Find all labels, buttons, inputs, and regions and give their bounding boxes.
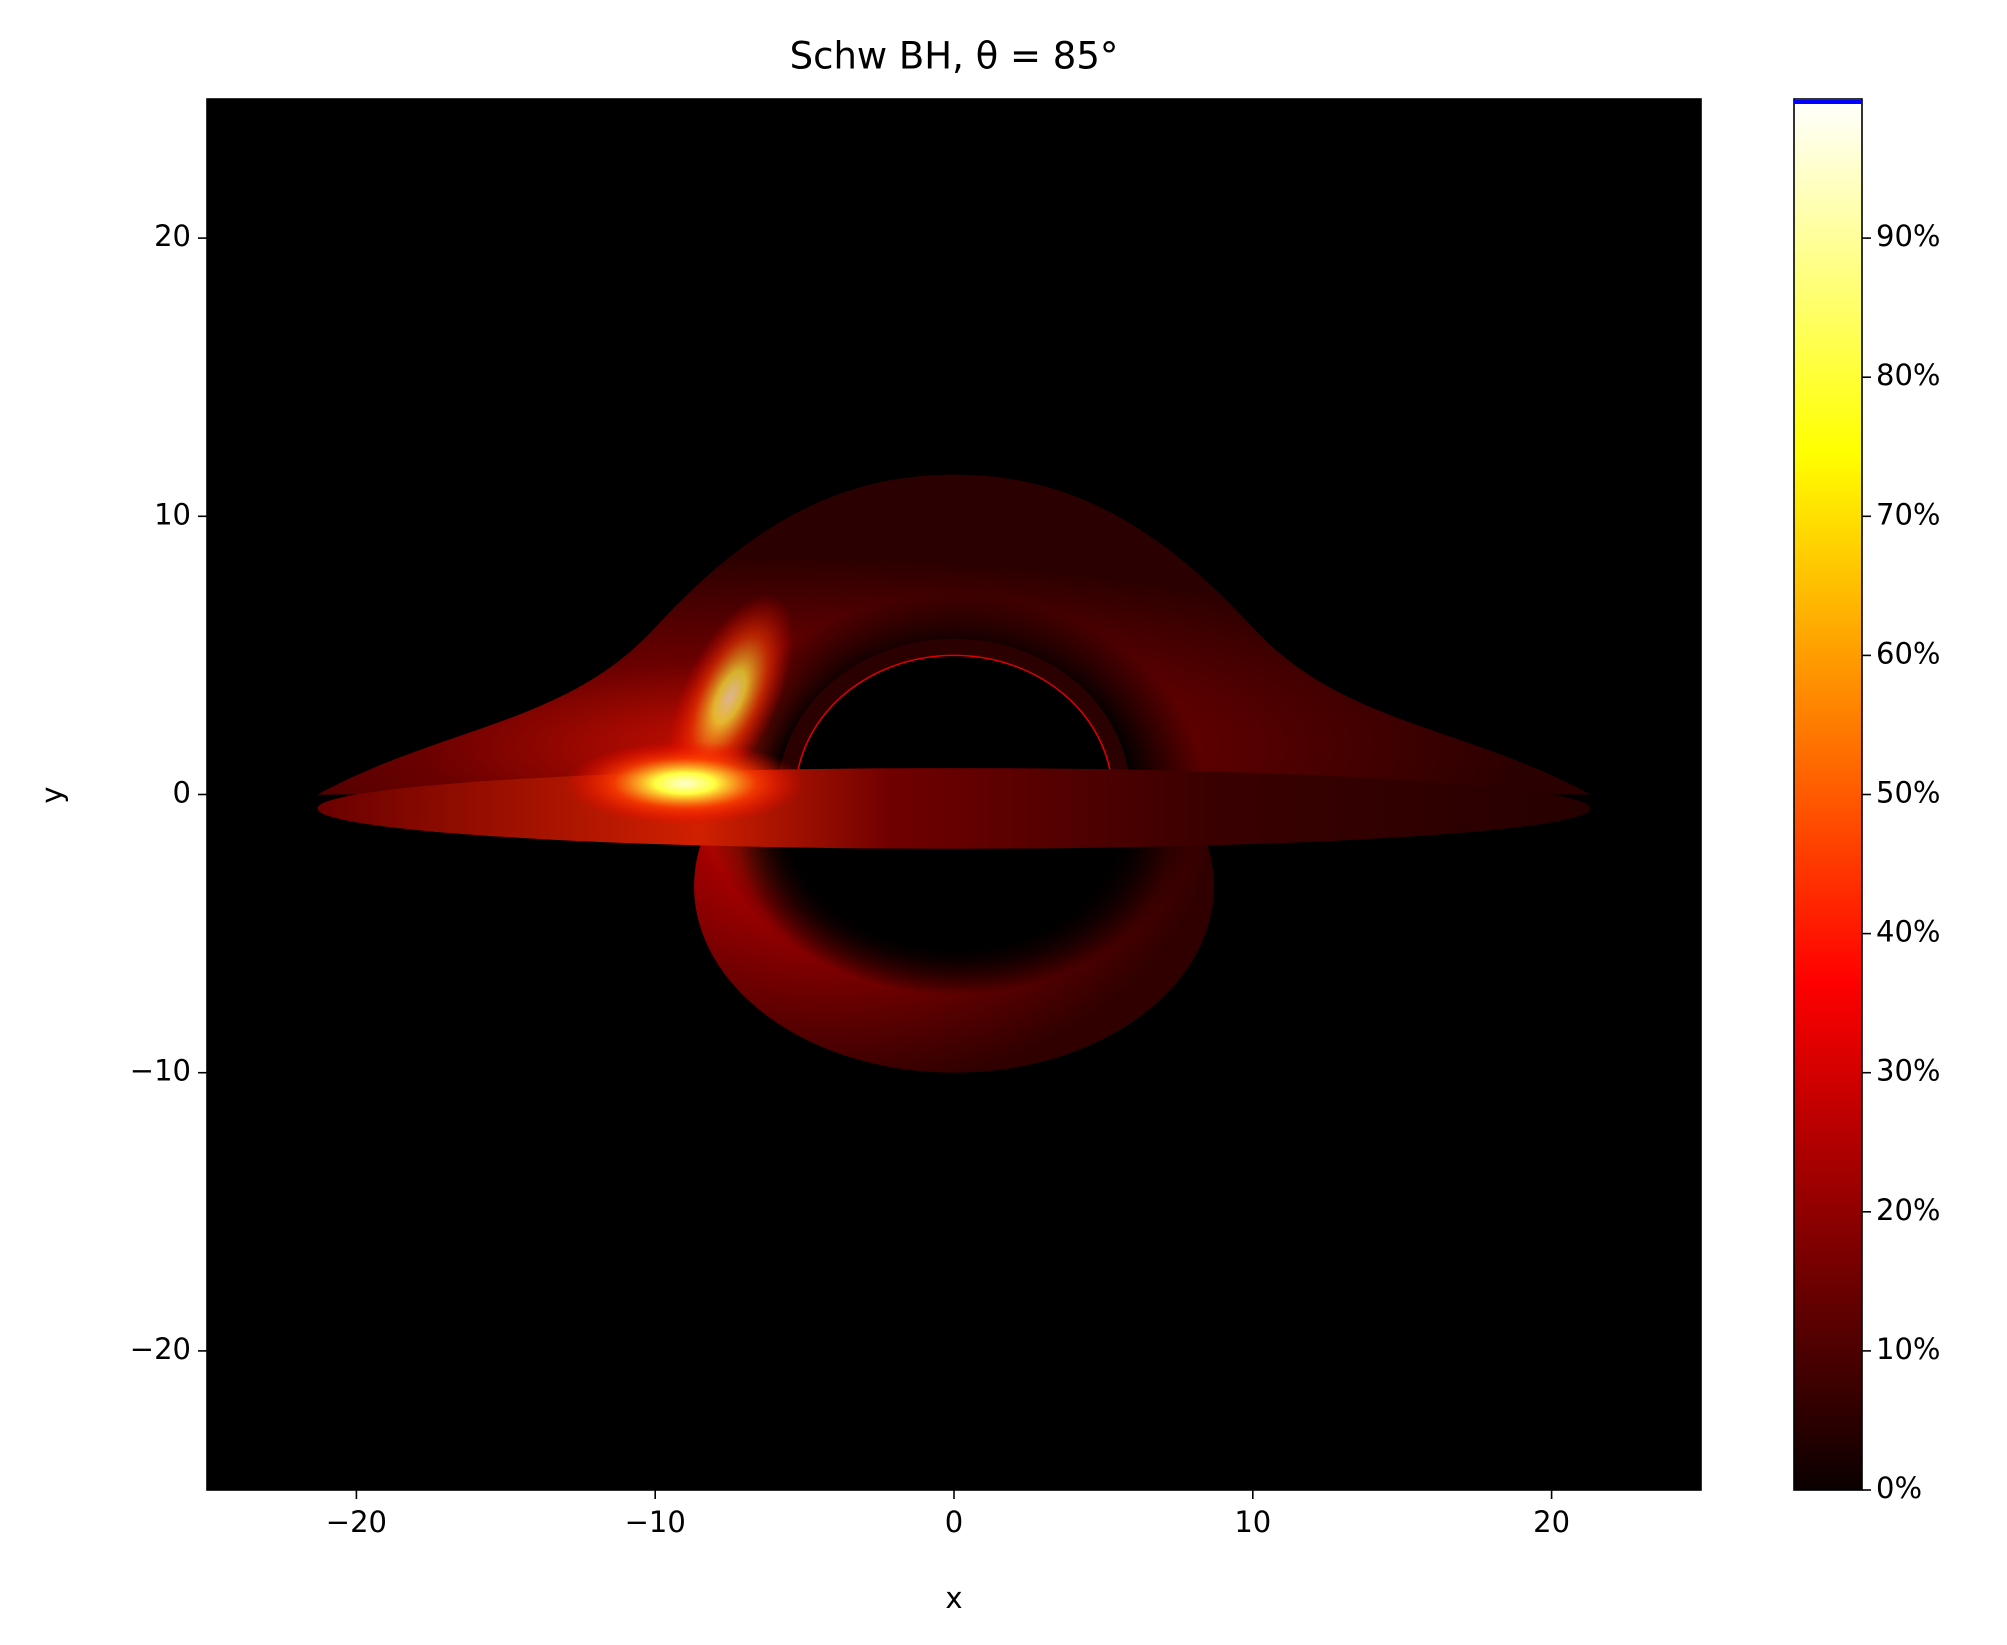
- x-tick-label: −20: [326, 1505, 387, 1539]
- disk: [317, 768, 1591, 849]
- colorbar-tick-label: 30%: [1876, 1054, 1940, 1088]
- colorbar-tick-label: 0%: [1876, 1471, 1922, 1505]
- colorbar-tick-label: 20%: [1876, 1193, 1940, 1227]
- colorbar-tick-label: 90%: [1876, 219, 1940, 253]
- colorbar-tick-label: 40%: [1876, 915, 1940, 949]
- x-tick-label: 20: [1533, 1505, 1570, 1539]
- y-axis-label: y: [35, 786, 69, 803]
- x-tick-label: −10: [625, 1505, 686, 1539]
- colorbar-tick-label: 80%: [1876, 358, 1940, 392]
- colorbar-tick-label: 60%: [1876, 636, 1940, 670]
- y-tick-label: −20: [130, 1332, 191, 1366]
- x-tick-label: 10: [1234, 1505, 1271, 1539]
- colorbar-tick-label: 70%: [1876, 497, 1940, 531]
- x-tick-label: 0: [945, 1505, 963, 1539]
- hot-spot: [565, 741, 805, 826]
- y-tick-label: −10: [130, 1054, 191, 1088]
- y-tick-label: 10: [154, 497, 191, 531]
- shadow-fill: [798, 658, 1110, 795]
- colorbar-tick-label: 50%: [1876, 776, 1940, 810]
- colorbar-tick-label: 10%: [1876, 1332, 1940, 1366]
- x-axis-label: x: [945, 1581, 962, 1615]
- y-tick-label: 20: [154, 219, 191, 253]
- y-tick-label: 0: [173, 776, 191, 810]
- colorbar: [1793, 98, 1863, 1491]
- chart-title: Schw BH, θ = 85°: [790, 35, 1119, 78]
